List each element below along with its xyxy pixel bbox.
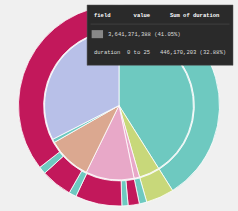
svg-text:duration 0 to 25 446,170,20: duration 0 to 25 446,170,203 (32.88%) [94, 49, 226, 56]
svg-text:3,641,371,388 (41.05%): 3,641,371,388 (41.05%) [108, 31, 181, 38]
svg-text:field value Sum of: field value Sum of duration [94, 12, 219, 19]
